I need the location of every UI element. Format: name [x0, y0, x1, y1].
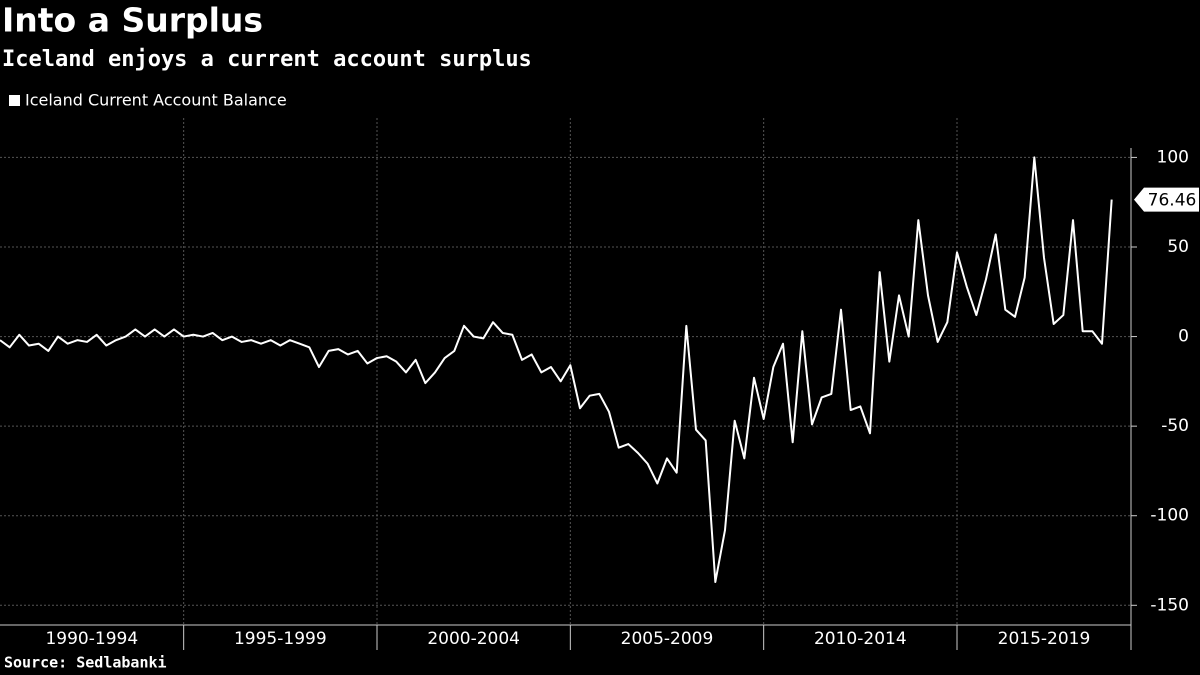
value-label-box: [1134, 187, 1199, 212]
y-tick-label: 50: [1167, 237, 1189, 257]
chart-title: Into a Surplus: [2, 1, 263, 40]
x-tick-label: 2005-2009: [621, 629, 714, 649]
legend-swatch: [9, 95, 20, 106]
y-tick-label: 0: [1178, 327, 1189, 347]
y-tick-label: -50: [1161, 416, 1189, 436]
x-tick-label: 2000-2004: [427, 629, 520, 649]
y-tick-label: -150: [1150, 595, 1189, 615]
line-series: [0, 156, 1113, 583]
value-label: 76.46: [1148, 191, 1197, 211]
x-tick-label: 1990-1994: [45, 629, 138, 649]
chart-subtitle: Iceland enjoys a current account surplus: [2, 47, 532, 72]
x-tick-label: 1995-1999: [234, 629, 327, 649]
x-tick-label: 2015-2019: [998, 629, 1091, 649]
source: Source: Sedlabanki: [4, 654, 167, 672]
legend-label: Iceland Current Account Balance: [25, 91, 287, 110]
x-tick-label: 2010-2014: [814, 629, 907, 649]
y-tick-label: -100: [1150, 506, 1189, 526]
y-tick-label: 100: [1157, 147, 1189, 167]
